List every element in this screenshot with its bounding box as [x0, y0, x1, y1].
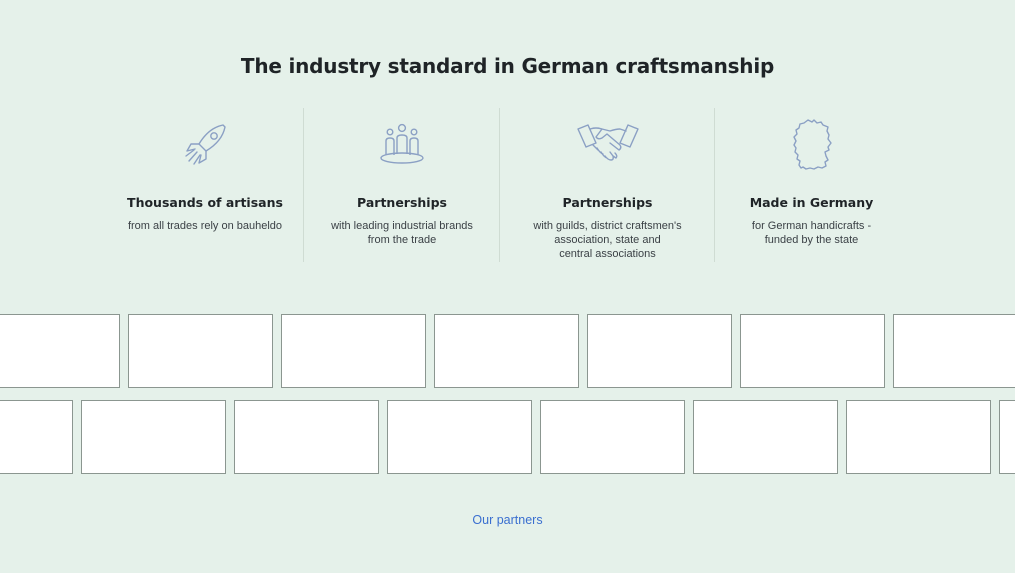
partner-logo[interactable]: [281, 314, 426, 388]
section-title: The industry standard in German craftsma…: [240, 54, 775, 78]
feature-description: with leading industrial brands from the …: [331, 220, 473, 246]
our-partners-link[interactable]: Our partners: [472, 513, 543, 527]
feature-heading: Thousands of artisans: [127, 195, 283, 210]
partner-logo[interactable]: [693, 400, 838, 474]
partner-logo[interactable]: [893, 314, 1015, 388]
feature-guild-partnerships: Partnerships with guilds, district craft…: [499, 108, 715, 262]
germany-map-icon: [777, 118, 847, 172]
people-icon: [367, 118, 437, 172]
partner-logo[interactable]: [434, 314, 579, 388]
partner-logo[interactable]: [740, 314, 885, 388]
handshake-icon: [573, 118, 643, 172]
partner-logo[interactable]: [234, 400, 379, 474]
partner-logo[interactable]: [0, 314, 120, 388]
feature-description: for German handicrafts - funded by the s…: [751, 220, 872, 246]
feature-heading: Partnerships: [357, 195, 447, 210]
partner-logo[interactable]: [587, 314, 732, 388]
feature-industrial-partnerships: Partnerships with leading industrial bra…: [303, 108, 500, 262]
feature-description: with guilds, district craftsmen's associ…: [533, 220, 682, 260]
partner-logos-row-2: [0, 400, 1015, 476]
feature-heading: Made in Germany: [749, 195, 874, 210]
partner-logo[interactable]: [81, 400, 226, 474]
partner-logo[interactable]: [0, 400, 73, 474]
partner-logo[interactable]: [540, 400, 685, 474]
partner-logo[interactable]: [387, 400, 532, 474]
partner-logo[interactable]: [846, 400, 991, 474]
partner-logo[interactable]: [999, 400, 1015, 474]
feature-artisans: Thousands of artisans from all trades re…: [107, 108, 303, 262]
partner-logo[interactable]: [128, 314, 273, 388]
feature-made-in-germany: Made in Germany for German handicrafts -…: [714, 108, 908, 262]
rocket-icon: [170, 118, 240, 172]
feature-description: from all trades rely on bauheldo: [127, 220, 283, 232]
partner-logos-row-1: [0, 314, 1015, 390]
feature-heading: Partnerships: [562, 195, 653, 210]
